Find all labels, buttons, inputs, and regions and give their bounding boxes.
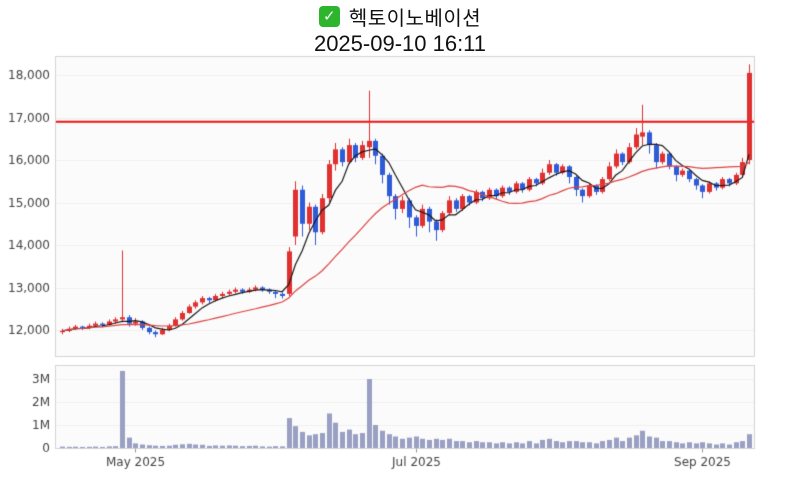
checkmark-glyph: ✓: [323, 8, 336, 25]
price-volume-chart-canvas[interactable]: [0, 50, 800, 480]
checked-checkbox-icon[interactable]: ✓: [318, 6, 340, 27]
title-row: ✓ 헥토이노베이션: [0, 3, 800, 30]
chart-header: ✓ 헥토이노베이션 2025-09-10 16:11: [0, 3, 800, 57]
stock-name: 헥토이노베이션: [348, 8, 482, 30]
